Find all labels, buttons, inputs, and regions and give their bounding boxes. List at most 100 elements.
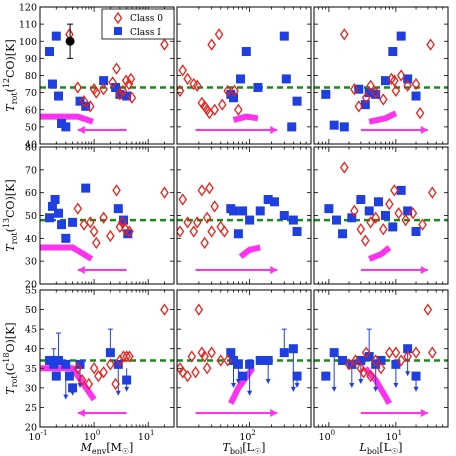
class-i-point bbox=[288, 344, 298, 354]
upper-limit-arrow bbox=[231, 382, 237, 388]
class-i-point bbox=[338, 355, 348, 365]
class-0-point bbox=[115, 88, 125, 101]
x-label-sun: ☉ bbox=[122, 447, 129, 456]
class-0-point bbox=[379, 93, 388, 106]
class-0-point bbox=[401, 213, 410, 227]
class-0-point bbox=[366, 216, 375, 229]
legend-marker-class-0 bbox=[113, 11, 123, 25]
x-tick-label: 100 bbox=[319, 429, 336, 443]
class-i-point bbox=[61, 122, 71, 132]
class-i-point bbox=[233, 359, 243, 369]
class-0-point bbox=[125, 225, 134, 238]
class-0-point bbox=[189, 225, 199, 238]
class-i-point bbox=[57, 220, 67, 230]
model-curve bbox=[368, 245, 392, 262]
evolution-arrow-head bbox=[77, 126, 85, 134]
class-i-point bbox=[321, 89, 331, 99]
class-0-point bbox=[178, 193, 188, 206]
x-tick-exponent: 1 bbox=[150, 429, 154, 437]
class-i-point bbox=[281, 74, 291, 84]
class-0-point bbox=[73, 362, 83, 375]
class-0-point bbox=[205, 181, 214, 195]
class-i-point bbox=[324, 204, 334, 214]
x-label-sub: env bbox=[92, 447, 107, 456]
evolution-arrow-head bbox=[420, 266, 428, 274]
evolution-arrow-head bbox=[420, 409, 428, 417]
panel-r0-c0: 40 50 60 70 80 90 100 110 120 bbox=[19, 3, 175, 151]
class-0-point bbox=[183, 369, 192, 383]
y-tick-label: 50 bbox=[25, 211, 37, 222]
class-i-point bbox=[411, 226, 421, 236]
class-0-point bbox=[125, 350, 134, 363]
class-0-point bbox=[408, 207, 418, 220]
x-tick-exponent: 2 bbox=[251, 429, 255, 437]
y-tick-label: 50 bbox=[25, 305, 37, 316]
class-0-point bbox=[366, 79, 375, 92]
class-i-point bbox=[329, 120, 339, 130]
class-0-point bbox=[418, 218, 427, 231]
y-label-sup: 13 bbox=[2, 218, 11, 228]
class-0-point bbox=[207, 346, 216, 359]
y-label-sub: rot bbox=[10, 375, 19, 388]
y-tick-label: 110 bbox=[19, 20, 37, 31]
class-0-point bbox=[379, 223, 388, 236]
class-i-point bbox=[61, 233, 71, 243]
class-i-point bbox=[329, 348, 339, 358]
y-label-sup: 12 bbox=[2, 78, 11, 88]
class-0-point bbox=[89, 225, 99, 238]
x-label-main: L bbox=[359, 441, 367, 454]
upper-limit-arrow bbox=[331, 386, 337, 392]
panel-content bbox=[177, 303, 311, 417]
class-0-point bbox=[350, 204, 359, 218]
class-i-point bbox=[347, 213, 357, 223]
model-curve bbox=[40, 113, 94, 125]
class-i-point bbox=[288, 215, 298, 225]
class-i-point bbox=[45, 47, 55, 57]
x-label-main: T bbox=[223, 441, 232, 454]
y-axis-label: Trot(C18O)[K] bbox=[2, 322, 19, 394]
class-0-point bbox=[390, 184, 399, 197]
class-0-point bbox=[428, 186, 437, 199]
y-label-mid: (C bbox=[4, 363, 17, 376]
class-i-point bbox=[105, 348, 115, 358]
class-0-point bbox=[73, 202, 83, 215]
class-0-point bbox=[391, 84, 401, 98]
class-i-point bbox=[354, 84, 364, 94]
class-0-point bbox=[92, 236, 101, 250]
evolution-arrow-head bbox=[77, 409, 85, 417]
class-0-point bbox=[354, 100, 364, 113]
class-i-point bbox=[292, 371, 302, 381]
x-label-rest: [L bbox=[379, 441, 391, 454]
class-0-point bbox=[84, 377, 94, 391]
upper-limit-arrow bbox=[373, 386, 379, 392]
class-0-point bbox=[216, 354, 226, 367]
upper-limit-arrow bbox=[63, 394, 69, 400]
evolution-arrow-head bbox=[270, 266, 278, 274]
legend-marker-class-i bbox=[114, 27, 122, 35]
y-label-sub: rot bbox=[10, 92, 19, 105]
class-i-point bbox=[396, 31, 406, 41]
class-0-point bbox=[350, 83, 359, 96]
class-0-point bbox=[223, 354, 233, 367]
model-curve bbox=[40, 244, 94, 262]
class-0-point bbox=[194, 303, 204, 316]
y-tick-label: 80 bbox=[25, 143, 37, 154]
x-tick-exponent: 0 bbox=[96, 429, 100, 437]
class-i-point bbox=[68, 383, 78, 393]
class-0-point bbox=[106, 229, 115, 243]
class-0-point bbox=[121, 223, 130, 236]
class-0-point bbox=[396, 354, 406, 367]
evolution-arrow-head bbox=[77, 266, 85, 274]
panel-frame bbox=[176, 289, 312, 428]
panel-frame bbox=[176, 146, 312, 285]
y-tick-label: 35 bbox=[25, 364, 37, 375]
y-tick-label: 45 bbox=[25, 325, 37, 336]
class-i-point bbox=[122, 375, 132, 385]
class-i-point bbox=[411, 91, 421, 101]
class-i-point bbox=[45, 213, 55, 223]
y-tick-label: 70 bbox=[25, 165, 37, 176]
y-tick-label: 30 bbox=[25, 257, 37, 268]
x-label-sun: ☉ bbox=[254, 447, 261, 456]
panel-content bbox=[314, 303, 448, 417]
class-i-point bbox=[253, 82, 263, 92]
